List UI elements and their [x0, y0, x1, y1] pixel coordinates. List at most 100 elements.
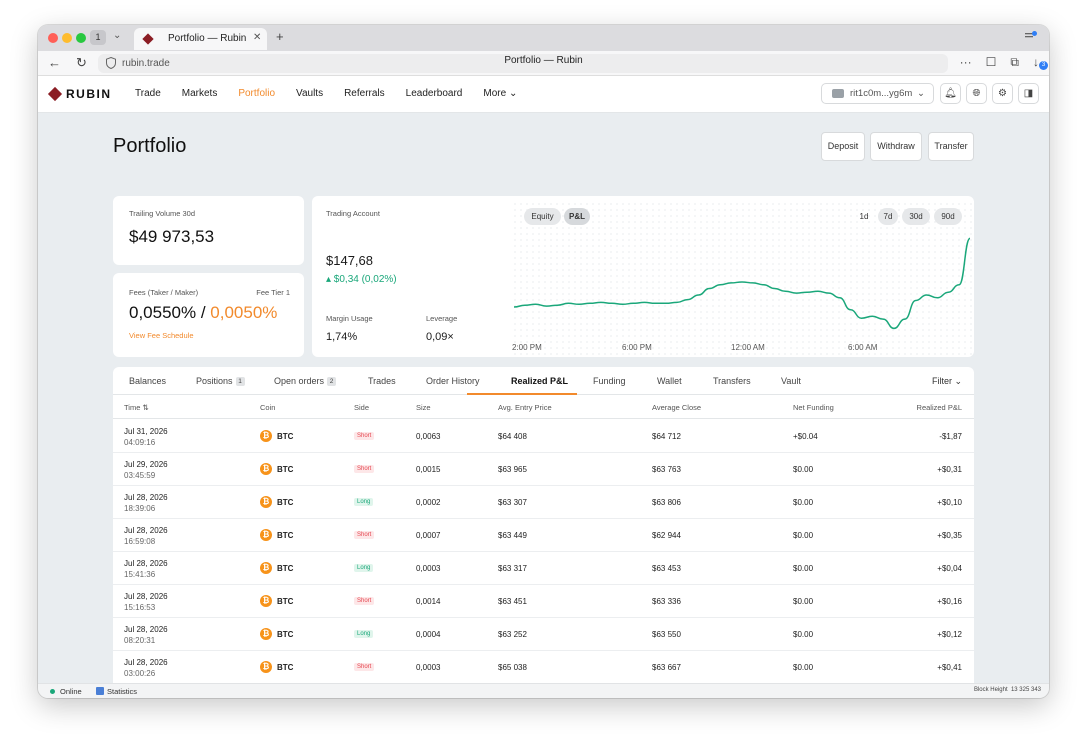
- fees-label: Fees (Taker / Maker): [129, 288, 199, 297]
- block-height-label: Block Height: [973, 687, 1008, 693]
- tab-vault[interactable]: Vault: [781, 376, 801, 386]
- reload-icon[interactable]: ↻: [76, 55, 87, 70]
- row-entry-price: $63 252: [498, 630, 527, 639]
- gear-icon[interactable]: ⚙: [992, 83, 1013, 104]
- bitcoin-icon: ₿: [260, 661, 272, 673]
- nav-leaderboard[interactable]: Leaderboard: [405, 88, 463, 99]
- x-tick-label: 6:00 AM: [848, 343, 878, 352]
- row-size: 0,0003: [416, 663, 441, 672]
- column-time[interactable]: Time ⇅: [124, 403, 149, 412]
- column-coin: Coin: [260, 403, 276, 412]
- table-row[interactable]: Jul 28, 2026 16:59:08 ₿ BTC Short 0,0007 $63 4…: [113, 519, 974, 552]
- status-bar: Online Statistics Block Height 13 325 34…: [38, 683, 1049, 698]
- x-tick-label: 12:00 AM: [731, 343, 765, 352]
- nav-referrals[interactable]: Referrals: [344, 88, 385, 99]
- browser-tab[interactable]: Portfolio — Rubin ✕: [134, 28, 267, 50]
- row-entry-price: $63 307: [498, 498, 527, 507]
- tab-count-badge: 1: [235, 377, 245, 386]
- table-row[interactable]: Jul 28, 2026 15:41:36 ₿ BTC Long 0,0003 $63 31…: [113, 552, 974, 585]
- row-date: Jul 28, 2026: [124, 592, 168, 601]
- row-realized-pnl: +$0,41: [937, 663, 962, 672]
- nav-more-label: More: [483, 88, 507, 99]
- back-arrow-icon[interactable]: ←: [48, 55, 61, 70]
- table-row[interactable]: Jul 31, 2026 04:09:16 ₿ BTC Short 0,0063 $64 4…: [113, 420, 974, 453]
- row-date: Jul 28, 2026: [124, 526, 168, 535]
- side-badge: Short: [354, 663, 375, 671]
- bookmark-icon[interactable]: ☐: [985, 55, 997, 69]
- table-row[interactable]: Jul 28, 2026 03:00:26 ₿ BTC Short 0,0003 $65 0…: [113, 651, 974, 683]
- tab-transfers[interactable]: Transfers: [713, 376, 751, 386]
- chevron-down-icon: ⌄: [917, 88, 925, 99]
- nav-markets[interactable]: Markets: [181, 88, 218, 99]
- download-icon[interactable]: ↓ 3: [1033, 55, 1048, 70]
- chevron-down-icon[interactable]: ⌄: [113, 30, 122, 41]
- tab-open-orders[interactable]: Open orders 2: [274, 376, 337, 386]
- new-tab-icon[interactable]: +: [276, 29, 284, 44]
- sidebar-toggle-icon[interactable]: ◨: [1018, 83, 1039, 104]
- nav-portfolio[interactable]: Portfolio: [238, 88, 276, 99]
- tab-trades[interactable]: Trades: [368, 376, 396, 386]
- tab-positions[interactable]: Positions 1: [196, 376, 245, 386]
- tab-order-history[interactable]: Order History: [426, 376, 480, 386]
- tab-funding[interactable]: Funding: [593, 376, 626, 386]
- nav-vaults[interactable]: Vaults: [296, 88, 324, 99]
- history-tabs: Balances Positions 1 Open orders 2 Trades …: [113, 367, 974, 395]
- close-tab-icon[interactable]: ✕: [253, 32, 262, 43]
- view-fee-schedule-link[interactable]: View Fee Schedule: [129, 331, 194, 340]
- range-1d[interactable]: 1d: [859, 212, 869, 221]
- pnl-toggle[interactable]: P&L: [564, 208, 590, 225]
- tab-label: Funding: [593, 376, 626, 386]
- rubin-logo[interactable]: RUBIN: [47, 86, 112, 102]
- bell-icon[interactable]: 🔔︎: [940, 83, 961, 104]
- range-30d[interactable]: 30d: [902, 208, 930, 225]
- equity-toggle[interactable]: Equity: [524, 208, 561, 225]
- minimize-window-button[interactable]: [62, 33, 72, 43]
- address-bar-actions: ··· ☐ ⧉ ↓ 3: [959, 55, 1048, 70]
- fee-tier: Fee Tier 1: [256, 288, 290, 297]
- table-row[interactable]: Jul 28, 2026 08:20:31 ₿ BTC Long 0,0004 $63 25…: [113, 618, 974, 651]
- row-date: Jul 28, 2026: [124, 658, 168, 667]
- address-bar: ← ↻ rubin.trade Portfolio — Rubin ··· ☐ …: [38, 51, 1049, 76]
- tab-count-badge[interactable]: 1: [90, 30, 106, 45]
- maximize-window-button[interactable]: [76, 33, 86, 43]
- main-nav: Trade Markets Portfolio Vaults Referrals…: [135, 88, 517, 99]
- reader-view-icon[interactable]: ⧉: [1010, 55, 1019, 69]
- table-row[interactable]: Jul 28, 2026 18:39:06 ₿ BTC Long 0,0002 $63 30…: [113, 486, 974, 519]
- row-entry-price: $64 408: [498, 432, 527, 441]
- transfer-button[interactable]: Transfer: [928, 132, 974, 161]
- row-average-close: $63 667: [652, 663, 681, 672]
- deposit-button[interactable]: Deposit: [821, 132, 865, 161]
- close-window-button[interactable]: [48, 33, 58, 43]
- withdraw-button[interactable]: Withdraw: [870, 132, 922, 161]
- volume-value: $49 973,53: [129, 227, 215, 246]
- account-icon[interactable]: [1025, 31, 1037, 41]
- wallet-address-button[interactable]: rit1c0m...yg6m ⌄: [821, 83, 934, 104]
- nav-more[interactable]: More ⌄: [483, 88, 517, 99]
- table-row[interactable]: Jul 29, 2026 03:45:59 ₿ BTC Short 0,0015 $63 9…: [113, 453, 974, 486]
- tab-realized-pnl[interactable]: Realized P&L: [511, 376, 568, 386]
- row-time: Jul 28, 2026 03:00:26: [124, 657, 168, 679]
- statistics-link[interactable]: Statistics: [107, 687, 138, 696]
- row-clock: 15:16:53: [124, 603, 156, 612]
- row-realized-pnl: -$1,87: [939, 432, 962, 441]
- wallet-address: rit1c0m...yg6m: [850, 88, 913, 99]
- column-size: Size: [416, 403, 431, 412]
- range-7d[interactable]: 7d: [878, 208, 898, 225]
- globe-icon[interactable]: 🌐︎: [966, 83, 987, 104]
- more-options-icon[interactable]: ···: [959, 55, 972, 69]
- tab-balances[interactable]: Balances: [129, 376, 166, 386]
- wallet-icon: [832, 89, 844, 98]
- fees-card: Fees (Taker / Maker) Fee Tier 1 0,0550% …: [113, 273, 304, 357]
- filter-dropdown[interactable]: Filter ⌄: [931, 376, 962, 386]
- online-status: Online: [60, 687, 82, 696]
- row-time: Jul 29, 2026 03:45:59: [124, 459, 168, 481]
- tab-label: Wallet: [657, 376, 682, 386]
- pnl-line-chart: [513, 237, 971, 330]
- range-90d[interactable]: 90d: [934, 208, 962, 225]
- row-time: Jul 28, 2026 18:39:06: [124, 492, 168, 514]
- tab-wallet[interactable]: Wallet: [657, 376, 682, 386]
- row-realized-pnl: +$0,35: [937, 531, 962, 540]
- table-row[interactable]: Jul 28, 2026 15:16:53 ₿ BTC Short 0,0014 $63 4…: [113, 585, 974, 618]
- nav-trade[interactable]: Trade: [135, 88, 161, 99]
- url-field[interactable]: rubin.trade: [98, 54, 948, 73]
